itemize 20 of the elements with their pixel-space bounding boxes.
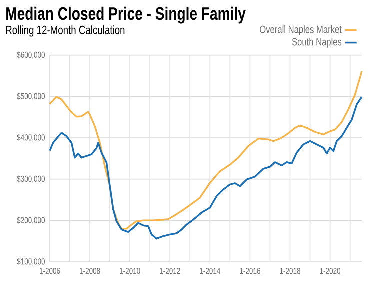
legend-label: Overall Naples Market xyxy=(260,26,342,36)
y-tick-label: $100,000 xyxy=(17,258,46,266)
x-tick-label: 1-2016 xyxy=(240,268,260,274)
x-tick-label: 1-2020 xyxy=(320,268,341,274)
chart-title: Median Closed Price - Single Family xyxy=(6,6,246,24)
x-tick-label: 1-2006 xyxy=(40,268,60,274)
x-tick-label: 1-2008 xyxy=(80,268,100,274)
x-tick-label: 1-2010 xyxy=(120,268,140,274)
y-tick-label: $400,000 xyxy=(17,134,46,142)
line-series xyxy=(49,70,363,230)
x-tick-label: 1-2012 xyxy=(160,268,180,274)
x-tick-label: 1-2014 xyxy=(200,268,220,274)
x-tick-label: 1-2018 xyxy=(280,268,300,274)
legend-label: South Naples xyxy=(292,38,342,48)
y-tick-label: $300,000 xyxy=(17,176,46,184)
y-tick-label: $200,000 xyxy=(17,216,46,224)
y-tick-label: $600,000 xyxy=(17,52,46,60)
chart-subtitle: Rolling 12-Month Calculation xyxy=(6,26,125,37)
y-tick-label: $500,000 xyxy=(17,92,46,100)
line-series xyxy=(49,96,363,240)
